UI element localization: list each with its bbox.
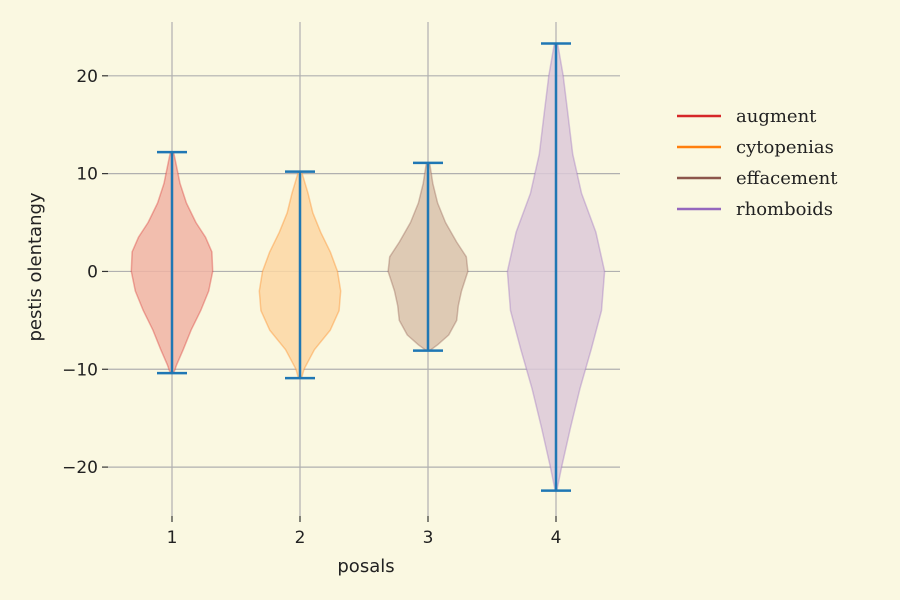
violins (130, 42, 606, 492)
y-tick-label: 0 (87, 262, 98, 282)
x-tick-label: 1 (167, 528, 178, 548)
y-tick-label: 10 (76, 165, 98, 185)
legend-label: effacement (736, 168, 838, 189)
y-tick-label: −20 (62, 458, 98, 478)
legend: augment cytopenias effacement rhomboids (677, 106, 838, 220)
legend-label: cytopenias (736, 137, 834, 158)
x-tick-label: 3 (423, 528, 434, 548)
axes: −20 −10 0 10 20 1 2 3 4 (62, 67, 561, 548)
y-axis-label: pestis olentangy (25, 192, 46, 341)
y-tick-label: −10 (62, 360, 98, 380)
x-tick-label: 2 (295, 528, 306, 548)
legend-label: augment (736, 106, 817, 127)
x-axis-label: posals (337, 556, 394, 577)
y-tick-label: 20 (76, 67, 98, 87)
legend-label: rhomboids (736, 199, 833, 220)
x-tick-label: 4 (551, 528, 562, 548)
